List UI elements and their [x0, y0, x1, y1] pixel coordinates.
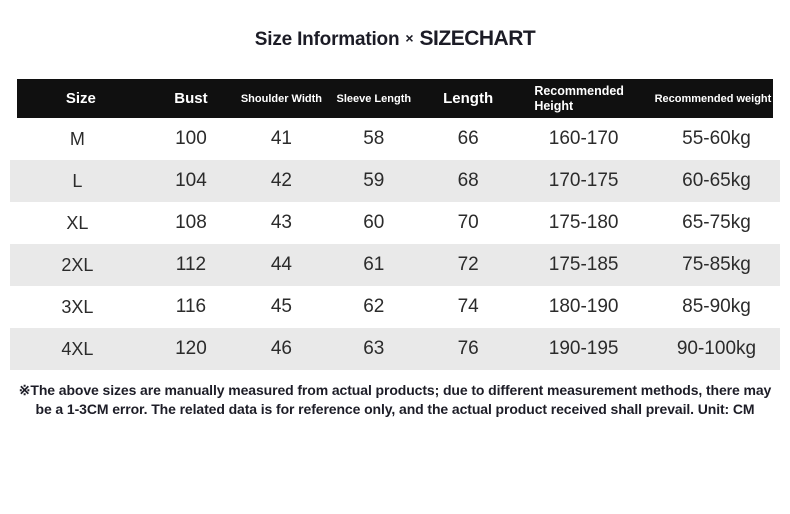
- column-header-recommended-weight: Recommended weight: [652, 79, 780, 118]
- cell-recommended-height: 160-170: [514, 118, 653, 160]
- cell-length: 74: [421, 286, 515, 328]
- cell-recommended-height: 175-185: [514, 244, 653, 286]
- column-header-length: Length: [421, 79, 515, 118]
- cell-bust: 108: [144, 202, 238, 244]
- cell-size: 4XL: [10, 328, 145, 370]
- cell-recommended-height: 180-190: [514, 286, 653, 328]
- multiply-separator-icon: ×: [405, 30, 414, 46]
- page-title: Size Information × SIZECHART: [0, 27, 790, 52]
- cell-sleeve-length: 62: [325, 286, 422, 328]
- cell-bust: 100: [144, 118, 238, 160]
- cell-recommended-weight: 60-65kg: [652, 160, 780, 202]
- column-header-bust: Bust: [144, 79, 238, 118]
- cell-sleeve-length: 61: [325, 244, 422, 286]
- cell-shoulder-width: 42: [237, 160, 326, 202]
- table-body: M 100 41 58 66 160-170 55-60kg L 104 42 59 68 170-17…: [10, 118, 780, 370]
- title-brand: SIZECHART: [419, 27, 536, 50]
- title-text: Size Information: [254, 29, 400, 50]
- column-header-sleeve-length: Sleeve Length: [325, 79, 422, 118]
- cell-length: 68: [421, 160, 515, 202]
- cell-recommended-weight: 85-90kg: [652, 286, 780, 328]
- cell-sleeve-length: 60: [325, 202, 422, 244]
- table-row: M 100 41 58 66 160-170 55-60kg: [10, 118, 780, 160]
- cell-sleeve-length: 63: [325, 328, 422, 370]
- cell-recommended-height: 170-175: [514, 160, 653, 202]
- cell-recommended-weight: 55-60kg: [652, 118, 780, 160]
- cell-bust: 104: [144, 160, 238, 202]
- size-chart: Size Bust Shoulder Width Sleeve Length Lengt…: [10, 79, 780, 370]
- cell-length: 76: [421, 328, 515, 370]
- header-row: Size Bust Shoulder Width Sleeve Length Lengt…: [10, 79, 780, 118]
- table-row: 3XL 116 45 62 74 180-190 85-90kg: [10, 286, 780, 328]
- cell-shoulder-width: 41: [237, 118, 326, 160]
- cell-shoulder-width: 45: [237, 286, 326, 328]
- table-row: L 104 42 59 68 170-175 60-65kg: [10, 160, 780, 202]
- table-row: XL 108 43 60 70 175-180 65-75kg: [10, 202, 780, 244]
- cell-shoulder-width: 46: [237, 328, 326, 370]
- cell-size: XL: [10, 202, 145, 244]
- cell-size: L: [10, 160, 145, 202]
- cell-length: 70: [421, 202, 515, 244]
- cell-length: 72: [421, 244, 515, 286]
- column-header-recommended-height: Recommended Height: [514, 79, 653, 118]
- cell-size: M: [10, 118, 145, 160]
- cell-recommended-weight: 90-100kg: [652, 328, 780, 370]
- cell-bust: 116: [144, 286, 238, 328]
- cell-size: 2XL: [10, 244, 145, 286]
- cell-size: 3XL: [10, 286, 145, 328]
- table-row: 4XL 120 46 63 76 190-195 90-100kg: [10, 328, 780, 370]
- column-header-shoulder-width: Shoulder Width: [237, 79, 326, 118]
- cell-recommended-height: 190-195: [514, 328, 653, 370]
- cell-shoulder-width: 43: [237, 202, 326, 244]
- table-header-row: Size Bust Shoulder Width Sleeve Length Lengt…: [10, 79, 780, 118]
- cell-recommended-weight: 75-85kg: [652, 244, 780, 286]
- cell-bust: 120: [144, 328, 238, 370]
- size-table: Size Bust Shoulder Width Sleeve Length Lengt…: [10, 79, 780, 370]
- table-row: 2XL 112 44 61 72 175-185 75-85kg: [10, 244, 780, 286]
- cell-recommended-weight: 65-75kg: [652, 202, 780, 244]
- cell-sleeve-length: 59: [325, 160, 422, 202]
- cell-shoulder-width: 44: [237, 244, 326, 286]
- cell-bust: 112: [144, 244, 238, 286]
- cell-recommended-height: 175-180: [514, 202, 653, 244]
- cell-sleeve-length: 58: [325, 118, 422, 160]
- cell-length: 66: [421, 118, 515, 160]
- footnote: ※The above sizes are manually measured f…: [18, 382, 772, 417]
- column-header-size: Size: [10, 79, 145, 118]
